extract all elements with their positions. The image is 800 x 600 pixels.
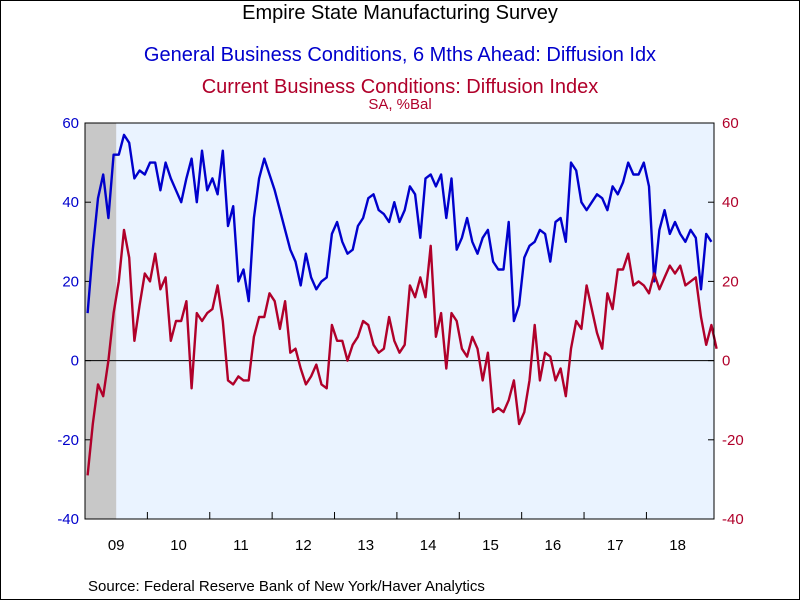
- x-tick-label: 16: [545, 537, 562, 554]
- x-tick-label: 18: [669, 537, 686, 554]
- x-tick-label: 09: [108, 537, 125, 554]
- chart-title: Empire State Manufacturing Survey: [242, 2, 558, 24]
- y-left-tick-label: 40: [62, 194, 79, 211]
- y-right-tick-label: 60: [722, 115, 739, 132]
- y-right-tick-label: -40: [722, 511, 744, 528]
- source-note: Source: Federal Reserve Bank of New York…: [88, 578, 485, 595]
- series-legend-current: Current Business Conditions: Diffusion I…: [201, 76, 599, 98]
- x-tick-label: 12: [295, 537, 312, 554]
- x-tick-label: 17: [607, 537, 624, 554]
- chart-subtitle: SA, %Bal: [368, 96, 432, 113]
- y-right-tick-label: 20: [722, 273, 739, 290]
- y-left-tick-label: 60: [62, 115, 79, 132]
- y-right-tick-label: -20: [722, 432, 744, 449]
- plot-frame: [84, 122, 715, 520]
- x-tick-label: 15: [482, 537, 499, 554]
- series-legend-general: General Business Conditions, 6 Mths Ahea…: [143, 44, 657, 66]
- y-left-tick-label: 20: [62, 273, 79, 290]
- plot-area: [85, 123, 714, 519]
- x-tick-label: 10: [170, 537, 187, 554]
- x-tick-label: 11: [233, 537, 249, 554]
- x-tick-label: 14: [420, 537, 437, 554]
- y-right-tick-label: 40: [722, 194, 739, 211]
- series-line-current: [86, 228, 718, 476]
- y-left-tick-label: -20: [57, 432, 79, 449]
- y-left-tick-label: -40: [57, 511, 79, 528]
- x-tick-label: 13: [357, 537, 374, 554]
- y-left-tick-label: 0: [71, 353, 79, 370]
- y-right-tick-label: 0: [722, 353, 730, 370]
- series-line-general: [86, 133, 713, 323]
